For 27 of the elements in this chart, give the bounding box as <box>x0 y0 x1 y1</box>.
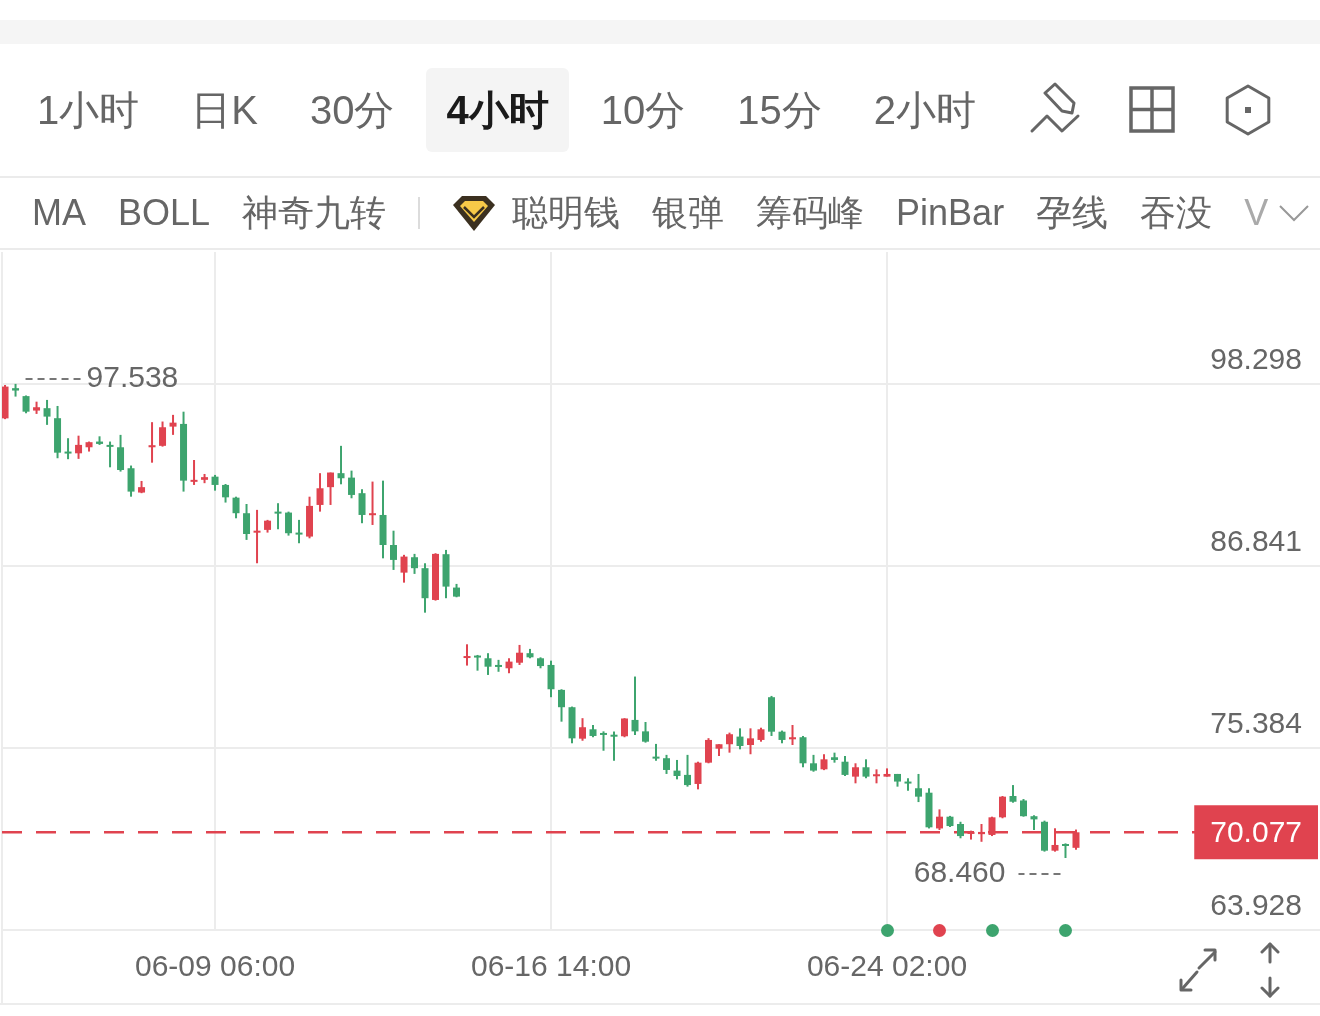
x-tick-label: 06-09 06:00 <box>134 949 296 983</box>
text: 4小时 <box>426 68 569 152</box>
text: 日K <box>190 87 259 134</box>
text: BOLL <box>118 192 211 233</box>
annotation: 97.538 <box>86 360 179 394</box>
y-tick-label: 86.841 <box>1210 524 1302 558</box>
text: 10分 <box>599 87 687 134</box>
text: 2小时 <box>872 87 977 134</box>
y-tick-label: 63.928 <box>1210 888 1302 922</box>
text: 银弹 <box>652 192 725 233</box>
y-tick-label: 75.384 <box>1210 706 1302 740</box>
text: 吞没 <box>1140 192 1213 233</box>
text: 筹码峰 <box>756 192 865 233</box>
text: V <box>1244 192 1269 233</box>
ref-line-label: 70.077 <box>1210 814 1302 848</box>
text: PinBar <box>896 192 1005 233</box>
text: 30分 <box>308 87 396 134</box>
text: 聪明钱 <box>512 192 621 233</box>
text: MA <box>32 192 86 233</box>
text: 神奇九转 <box>242 192 387 233</box>
annotation: 68.460 <box>913 855 1006 889</box>
text: 1小时 <box>36 87 141 134</box>
x-tick-label: 06-16 14:00 <box>470 949 632 983</box>
x-tick-label: 06-24 02:00 <box>806 949 968 983</box>
y-tick-label: 98.298 <box>1210 342 1302 376</box>
text: 15分 <box>736 87 823 134</box>
text: 孕线 <box>1036 192 1109 233</box>
